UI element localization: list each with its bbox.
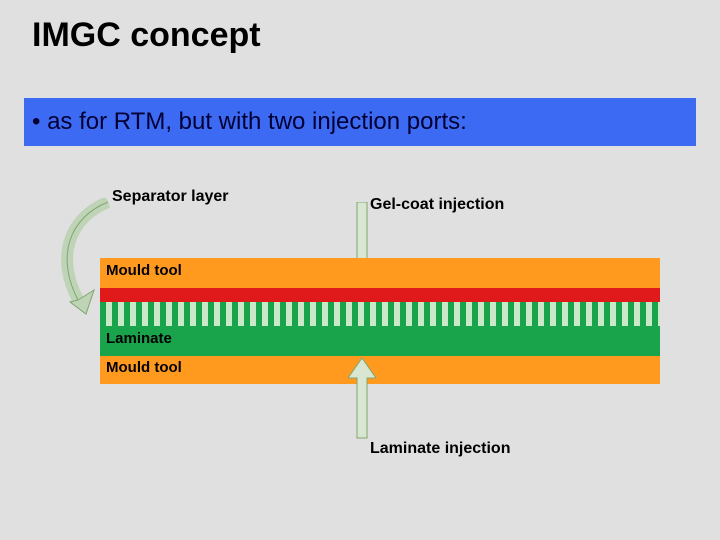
page-title: IMGC concept [32,16,261,55]
mould-tool-top-label: Mould tool [106,262,182,279]
gelcoat-layer [100,288,660,302]
laminate-layer: Laminate [100,326,660,356]
mould-stack: Mould tool Laminate Mould tool [100,258,660,384]
gelcoat-injection-label: Gel-coat injection [370,196,504,214]
separator-layer [100,302,660,326]
laminate-injection-label: Laminate injection [370,440,510,458]
bullet-bar: • as for RTM, but with two injection por… [24,98,696,146]
bullet-text: • as for RTM, but with two injection por… [32,108,467,136]
mould-tool-bottom-layer: Mould tool [100,356,660,384]
separator-label: Separator layer [112,188,229,206]
mould-tool-bottom-label: Mould tool [106,359,182,376]
laminate-arrow-icon [348,358,376,440]
mould-tool-top-layer: Mould tool [100,258,660,288]
laminate-label: Laminate [106,330,172,347]
